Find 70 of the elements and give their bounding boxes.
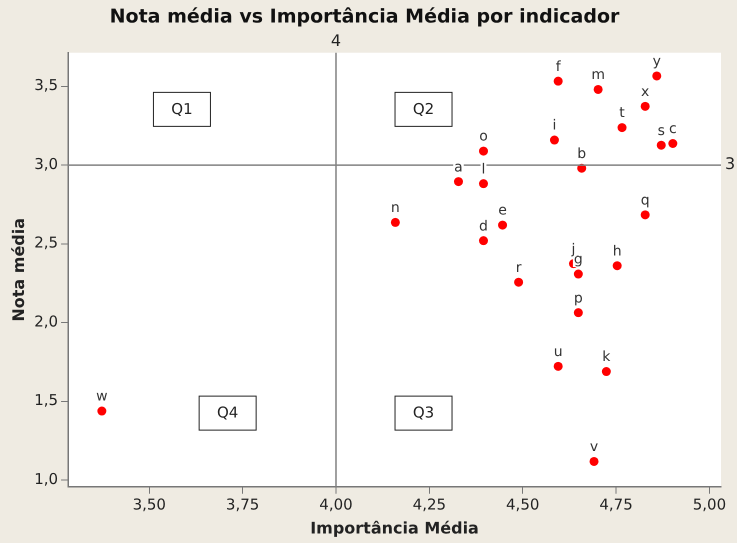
data-label: q	[640, 192, 650, 208]
point	[668, 139, 678, 148]
data-label: h	[612, 243, 622, 260]
data-label: m	[591, 67, 605, 84]
data-label: p	[574, 290, 583, 306]
data-label: a	[454, 159, 463, 176]
annotation: Q3	[412, 404, 434, 422]
point	[602, 367, 611, 376]
point	[498, 220, 508, 230]
point	[640, 102, 650, 111]
data-label: l	[482, 161, 486, 178]
data-label: g	[574, 252, 583, 268]
y-tick-label: 3,0	[34, 154, 58, 173]
x-tick-label: 4,25	[412, 496, 446, 514]
point	[454, 177, 463, 186]
point	[640, 210, 650, 220]
point	[97, 406, 106, 416]
data-label: u	[554, 344, 563, 360]
point	[554, 76, 563, 86]
point	[479, 236, 488, 246]
point	[554, 362, 563, 371]
x-tick-label: 3,50	[132, 496, 166, 514]
point	[514, 278, 524, 287]
data-label: k	[602, 349, 612, 366]
annotation: Q2	[412, 100, 434, 118]
point	[479, 179, 488, 188]
data-label: s	[658, 122, 665, 139]
data-label: t	[619, 105, 626, 122]
y-tick-label: 3,5	[34, 76, 58, 94]
point	[656, 140, 666, 150]
point	[574, 308, 583, 318]
data-label: y	[652, 54, 661, 70]
chart-title: Nota média vs Importância Média por indicador	[110, 5, 620, 28]
data-label: n	[390, 200, 400, 216]
point	[390, 218, 400, 227]
x-tick-label: 4,00	[319, 496, 353, 514]
x-tick-label: 5,00	[692, 496, 726, 514]
data-label: w	[96, 388, 108, 405]
data-label: j	[570, 241, 576, 258]
annotation: Q4	[216, 404, 238, 422]
annotation: Q1	[171, 100, 193, 118]
data-label: c	[668, 121, 677, 138]
point	[574, 270, 583, 279]
y-tick-label: 2,5	[34, 234, 58, 252]
data-label: r	[516, 260, 522, 276]
data-label: i	[552, 118, 556, 134]
x-tick-label: 4,50	[506, 496, 540, 514]
point	[618, 123, 627, 132]
data-label: o	[479, 128, 488, 145]
y-axis-title: Nota média	[8, 218, 28, 322]
point	[594, 84, 603, 94]
x-tick-label: 4,75	[599, 496, 633, 514]
ref-line-label: 4	[330, 30, 342, 50]
point	[550, 136, 559, 145]
point	[479, 146, 488, 156]
data-label: b	[577, 146, 586, 162]
y-tick-label: 1,5	[34, 391, 58, 410]
point	[652, 71, 662, 80]
data-label: d	[479, 218, 488, 234]
data-label: v	[590, 439, 598, 456]
point	[590, 456, 599, 466]
x-axis-title: Importância Média	[310, 518, 479, 538]
x-tick-label: 3,75	[226, 496, 260, 514]
data-label: x	[641, 84, 650, 100]
data-label: f	[556, 58, 562, 75]
point	[612, 261, 622, 270]
data-label: e	[498, 202, 507, 219]
y-tick-label: 2,0	[34, 312, 58, 330]
y-tick-label: 1,0	[34, 470, 58, 488]
ref-line-label: 3	[725, 154, 736, 174]
